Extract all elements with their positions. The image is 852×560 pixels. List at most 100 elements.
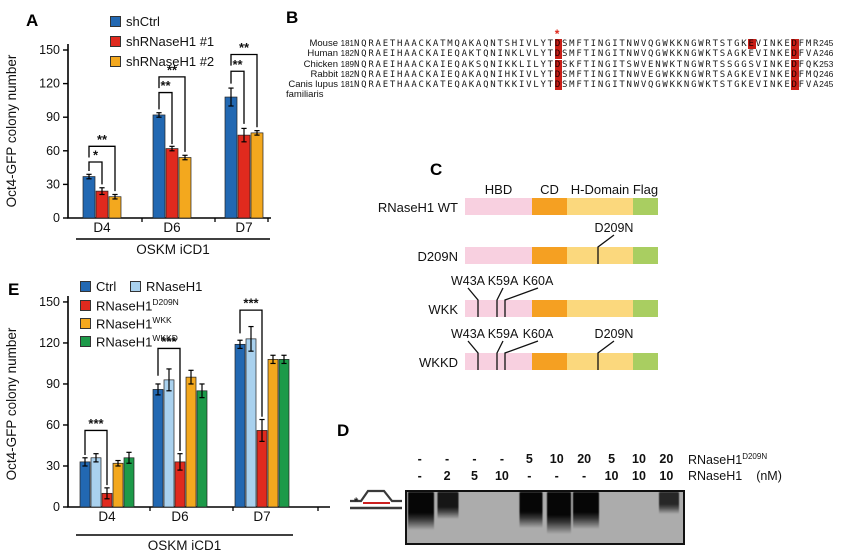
- svg-text:**: **: [97, 132, 108, 147]
- mutation-label-k59a: K59A: [487, 327, 519, 341]
- alignment-row: Rabbit 182 NQRAEIHAACKAIEQAKAQNIHKIVLYTDSM…: [286, 68, 846, 80]
- residue-end-number: 246: [819, 48, 834, 59]
- species-name: Mouse: [309, 38, 338, 49]
- panel-e-bar-chart: 0 30 60 90 120 150 Oct4-GFP colony number D4 D6 D…: [4, 295, 330, 553]
- svg-text:60: 60: [46, 418, 60, 432]
- panel-a-label: A: [26, 11, 39, 30]
- catalytic-residue-asterisk: *: [554, 27, 560, 41]
- legend-item-label: shRNaseH1 #2: [126, 54, 215, 69]
- residue-end-number: 253: [819, 58, 834, 69]
- dose-row-label-1: RNaseH1 (nM): [688, 469, 782, 483]
- gel-lane-1: [407, 492, 435, 543]
- domain-segment-h-domain: [567, 353, 633, 370]
- mutation-label-w43a: W43A: [450, 327, 486, 341]
- dose-value: 10: [604, 469, 619, 483]
- gel-band-lane-6: [546, 492, 571, 534]
- legend-item-shRNaseH1-#2: shRNaseH1 #2: [110, 54, 214, 69]
- gel-lane-9: [628, 492, 656, 543]
- mutation-label-k60a: K60A: [522, 327, 554, 341]
- dose-value: 10: [632, 452, 646, 466]
- radiolabel-star-icon: *: [354, 496, 359, 508]
- svg-text:D7: D7: [235, 220, 252, 235]
- legend-item-label: RNaseH1: [146, 279, 203, 294]
- sequence-alignment: Mouse 181 NQRAETHAACKATMQAKAQNTSHIVLYTDSMF…: [286, 38, 846, 99]
- svg-text:30: 30: [46, 459, 60, 473]
- gel-lane-6: [545, 492, 573, 543]
- dose-value: -: [554, 469, 559, 483]
- svg-text:***: ***: [88, 416, 104, 431]
- legend-swatch: [130, 281, 141, 292]
- bar-D4-shRNaseH1-#2: [108, 196, 122, 219]
- domain-header-flag: Flag: [632, 182, 659, 197]
- domain-header-hbd: HBD: [484, 182, 513, 197]
- construct-bar: [465, 353, 658, 370]
- svg-text:0: 0: [53, 500, 60, 514]
- r-loop-substrate-icon: *: [350, 489, 402, 510]
- bar-D7-shRNaseH1-#2: [250, 132, 264, 219]
- dose-row-1: - 2 5 10 - - - 10 10 10: [406, 469, 680, 486]
- bar-D6-shRNaseH1-#1: [165, 148, 179, 219]
- legend-item-label: RNaseH1WKKD: [96, 333, 178, 350]
- mutation-label-w43a: W43A: [450, 274, 486, 288]
- svg-text:150: 150: [39, 43, 60, 57]
- dose-value: 10: [549, 452, 564, 466]
- svg-text:D4: D4: [93, 220, 111, 235]
- domain-header-h-domain: H-Domain: [570, 182, 630, 197]
- bar-D4-shCtrl: [82, 176, 96, 219]
- gel-image: [405, 490, 685, 545]
- legend-label-superscript: WKK: [152, 315, 172, 325]
- domain-segment-cd: [532, 247, 567, 264]
- bar-D6-shRNaseH1-#2: [178, 157, 192, 219]
- bar-D4-Ctrl: [79, 461, 91, 508]
- dose-value: -: [472, 452, 477, 466]
- mutation-lines: [467, 287, 539, 317]
- species-name: Chicken: [303, 58, 338, 70]
- domain-segment-flag: [633, 300, 658, 317]
- species-name-line2: familiaris: [286, 88, 324, 100]
- legend-item-shCtrl: shCtrl: [110, 14, 160, 29]
- domain-segment-hbd: [465, 300, 532, 317]
- domain-segment-hbd: [465, 353, 532, 370]
- gel-band-lane-1: [407, 492, 434, 530]
- dose-value: 10: [494, 469, 509, 483]
- legend-item-RNaseH1WKK: RNaseH1WKK: [80, 315, 172, 331]
- bar-D7-RNaseH1: [245, 338, 257, 508]
- panel-c-label: C: [430, 160, 443, 179]
- svg-text:30: 30: [46, 177, 60, 191]
- bar-D6-RNaseH1WKKD: [196, 390, 208, 508]
- dose-row-label-0: RNaseH1D209N: [688, 452, 768, 468]
- legend-item-shRNaseH1-#1: shRNaseH1 #1: [110, 34, 214, 49]
- domain-segment-cd: [532, 300, 567, 317]
- svg-text:60: 60: [46, 144, 60, 158]
- domain-segment-h-domain: [567, 198, 633, 215]
- svg-text:D6: D6: [163, 220, 180, 235]
- dose-value: 5: [525, 452, 533, 466]
- bar-D4-RNaseH1WKK: [112, 462, 124, 508]
- svg-text:**: **: [239, 40, 250, 55]
- residue-end-number: 245: [819, 79, 834, 90]
- construct-label-wkk: WKK: [428, 302, 458, 317]
- legend-swatch: [80, 335, 91, 347]
- dose-label-superscript: D209N: [742, 452, 768, 461]
- residue-start-number: 182: [340, 49, 354, 59]
- gel-band-lane-7: [573, 492, 600, 529]
- svg-text:**: **: [160, 78, 171, 93]
- construct-bar: [465, 198, 658, 215]
- bar-D7-Ctrl: [234, 343, 246, 508]
- construct-bar: [465, 247, 658, 264]
- gel-dose-grid: - - - - 5 10 20 5 10 20 - 2 5 10 - - - 10 10 10: [406, 452, 680, 486]
- domain-header-cd: CD: [540, 182, 559, 197]
- dose-value: 5: [608, 452, 616, 466]
- svg-text:**: **: [167, 62, 178, 77]
- domain-segment-flag: [633, 247, 658, 264]
- legend-swatch: [110, 56, 121, 67]
- residue-end-number: 246: [819, 68, 834, 79]
- gel-band-lane-5: [519, 492, 543, 528]
- legend-item-label: Ctrl: [96, 279, 117, 294]
- dose-value: -: [417, 469, 422, 483]
- svg-text:120: 120: [39, 77, 60, 91]
- svg-text:OSKM iCD1: OSKM iCD1: [148, 538, 222, 553]
- legend-label-superscript: WKKD: [152, 333, 178, 343]
- bar-D7-RNaseH1WKK: [267, 359, 279, 508]
- panel-a-bar-chart: 0 30 60 90 120 150 Oct4-GFP colony number D4 D6 D…: [4, 40, 271, 257]
